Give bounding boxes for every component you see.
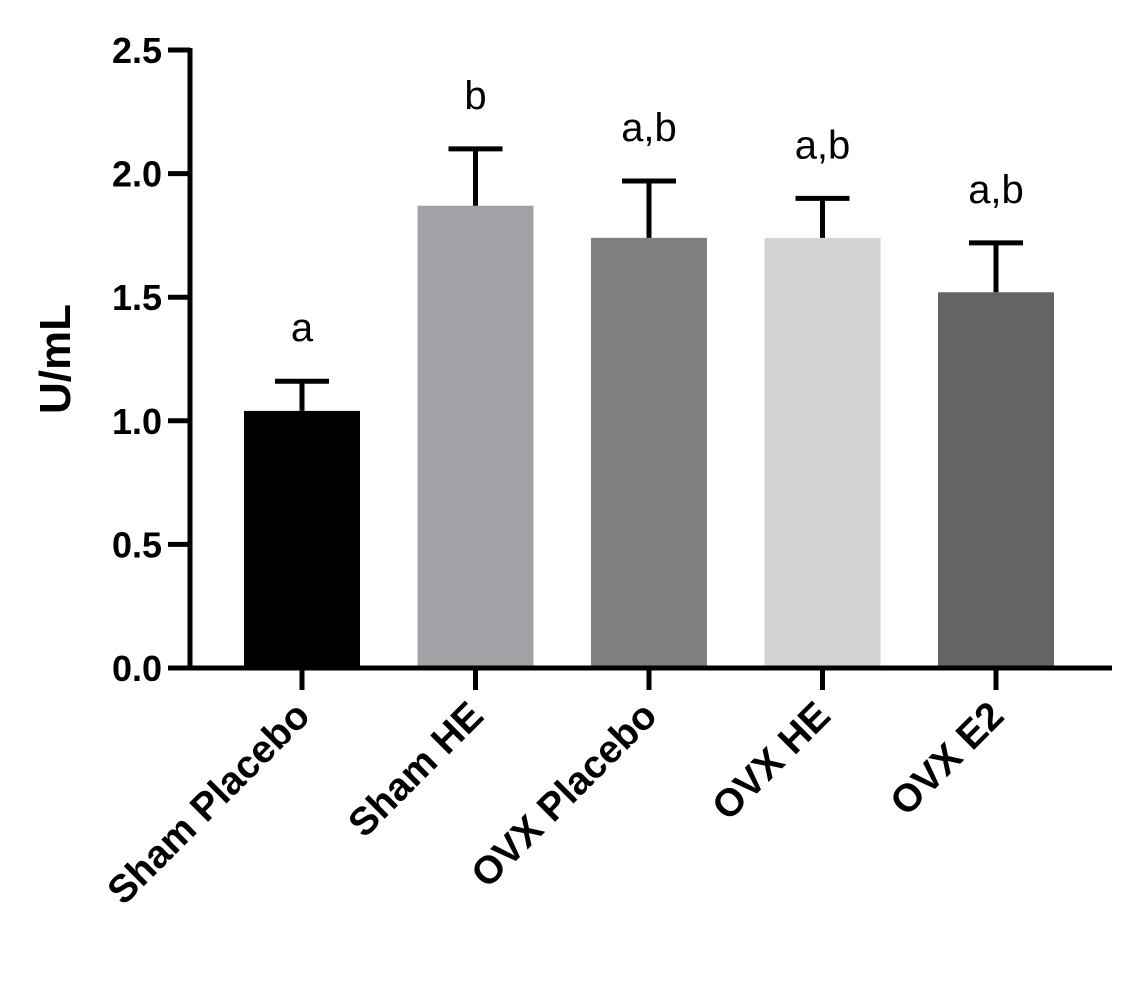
- error-bars-layer: [275, 146, 1023, 411]
- x-tick-label: Sham Placebo: [99, 694, 318, 913]
- bar-ovx-e2: [938, 292, 1054, 668]
- bar-sham-he: [417, 205, 534, 668]
- y-tick-label: 2.0: [112, 154, 162, 195]
- significance-label: a,b: [968, 168, 1024, 212]
- significance-annotations: a b a,b a,b a,b: [291, 74, 1024, 350]
- y-axis-label: U/mL: [31, 304, 80, 414]
- y-ticks: 0.0 0.5 1.0 1.5 2.0 2.5: [112, 30, 190, 689]
- bars-layer: [244, 205, 1054, 668]
- y-tick-label: 2.5: [112, 30, 162, 71]
- significance-label: a,b: [795, 123, 851, 167]
- x-tick-label: Sham HE: [340, 694, 491, 845]
- y-tick-label: 1.5: [112, 277, 162, 318]
- y-tick-label: 0.0: [112, 648, 162, 689]
- x-tick-label: OVX Placebo: [463, 694, 665, 896]
- y-tick-label: 1.0: [112, 401, 162, 442]
- y-tick-label: 0.5: [112, 524, 162, 565]
- bar-sham-placebo: [244, 410, 360, 668]
- significance-label: a,b: [621, 106, 677, 150]
- bar-ovx-he: [764, 237, 881, 668]
- significance-label: b: [464, 74, 486, 118]
- significance-label: a: [291, 306, 314, 350]
- x-tick-label: OVX E2: [882, 694, 1012, 824]
- x-tick-label: OVX HE: [704, 694, 839, 829]
- bar-ovx-placebo: [591, 237, 707, 668]
